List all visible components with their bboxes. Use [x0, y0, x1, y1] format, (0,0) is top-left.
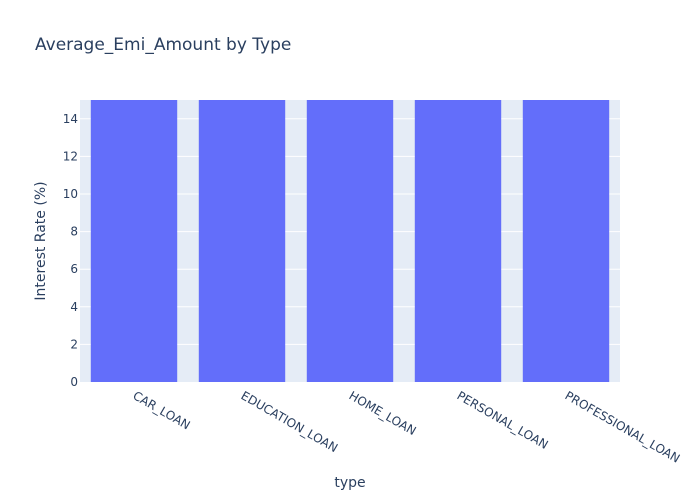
y-tick-label: 8 [70, 225, 78, 239]
y-tick-label: 14 [63, 112, 78, 126]
x-tick-label: CAR_LOAN [131, 388, 193, 432]
bar-personal-loan[interactable] [414, 100, 502, 382]
x-axis-ticks: CAR_LOAN EDUCATION_LOAN HOME_LOAN PERSONAL_… [131, 388, 683, 465]
x-tick-label: EDUCATION_LOAN [239, 388, 341, 455]
y-tick-label: 0 [70, 375, 78, 389]
y-tick-label: 2 [70, 337, 78, 351]
bars [90, 100, 610, 382]
x-tick-label: PERSONAL_LOAN [455, 388, 551, 452]
x-axis-title: type [334, 475, 365, 491]
y-tick-label: 12 [63, 149, 78, 163]
chart-title: Average_Emi_Amount by Type [35, 35, 291, 55]
y-tick-label: 10 [63, 187, 78, 201]
y-axis-title: Interest Rate (%) [33, 181, 49, 300]
bar-education-loan[interactable] [198, 100, 286, 382]
y-axis-ticks: 0 2 4 6 8 10 12 14 [63, 112, 78, 389]
bar-home-loan[interactable] [306, 100, 394, 382]
bar-car-loan[interactable] [90, 100, 178, 382]
y-tick-label: 6 [70, 262, 78, 276]
x-tick-label: PROFESSIONAL_LOAN [563, 388, 683, 465]
y-tick-label: 4 [70, 300, 78, 314]
bar-professional-loan[interactable] [522, 100, 610, 382]
x-tick-label: HOME_LOAN [347, 388, 419, 438]
